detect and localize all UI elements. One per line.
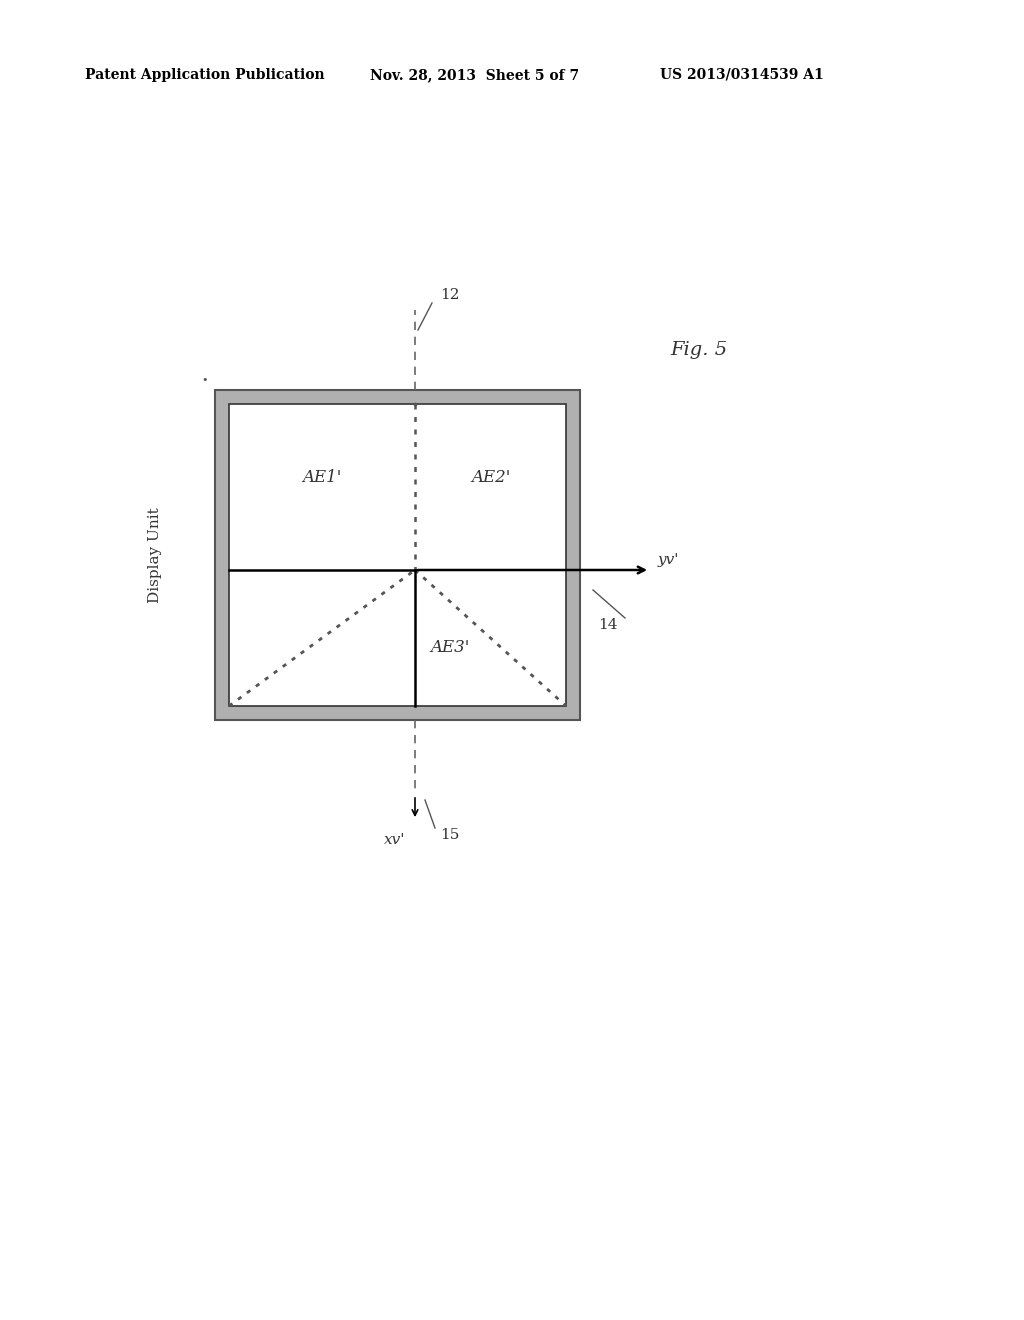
Text: Nov. 28, 2013  Sheet 5 of 7: Nov. 28, 2013 Sheet 5 of 7: [370, 69, 580, 82]
Text: •: •: [202, 375, 208, 385]
Text: AE1': AE1': [302, 469, 342, 486]
Text: Display Unit: Display Unit: [148, 507, 162, 603]
Text: AE2': AE2': [471, 469, 510, 486]
Text: 12: 12: [440, 288, 460, 302]
Text: US 2013/0314539 A1: US 2013/0314539 A1: [660, 69, 823, 82]
Text: xv': xv': [384, 833, 406, 847]
Text: Fig. 5: Fig. 5: [670, 341, 727, 359]
Text: 15: 15: [440, 828, 460, 842]
Text: Patent Application Publication: Patent Application Publication: [85, 69, 325, 82]
Text: 14: 14: [598, 618, 617, 632]
Bar: [229, 404, 566, 706]
Text: yv': yv': [658, 553, 680, 568]
Bar: [215, 389, 580, 719]
Text: AE3': AE3': [430, 639, 469, 656]
